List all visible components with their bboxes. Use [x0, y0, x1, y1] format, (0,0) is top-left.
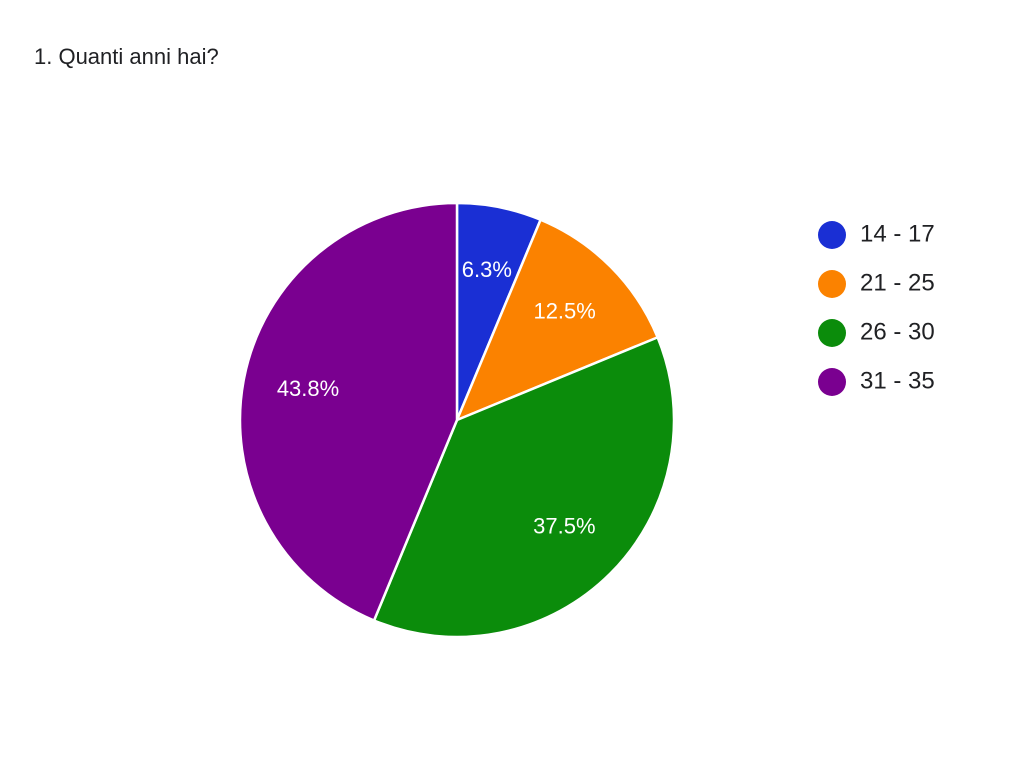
slice-label: 43.8% [277, 376, 339, 401]
legend-label: 26 - 30 [860, 318, 935, 345]
legend-swatch [818, 368, 846, 396]
chart-title: 1. Quanti anni hai? [34, 44, 219, 69]
slice-label: 37.5% [533, 513, 595, 538]
pie-slice [238, 201, 459, 623]
slice-label: 12.5% [533, 299, 595, 324]
legend-label: 21 - 25 [860, 269, 935, 296]
legend-label: 14 - 17 [860, 220, 935, 247]
legend-swatch [818, 319, 846, 347]
pie-slice [454, 218, 660, 423]
slice-label: 6.3% [462, 257, 512, 282]
legend-swatch [818, 270, 846, 298]
pie-slice [372, 335, 676, 639]
legend-swatch [818, 221, 846, 249]
legend-label: 31 - 35 [860, 367, 935, 394]
